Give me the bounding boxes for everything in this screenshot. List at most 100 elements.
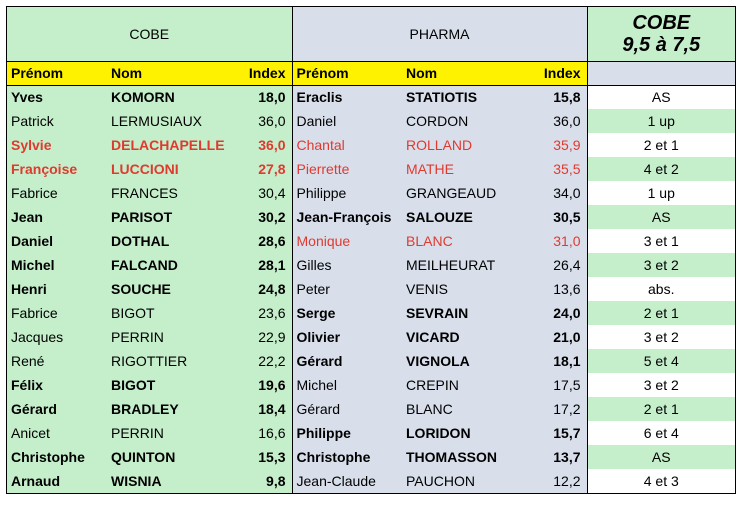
result-cell: 5 et 4 (587, 349, 735, 373)
pharma-prenom: Christophe (292, 445, 402, 469)
cobe-index: 28,6 (237, 229, 292, 253)
subhdr-pharma-prenom: Prénom (292, 61, 402, 85)
result-cell: 4 et 2 (587, 157, 735, 181)
pharma-index: 18,1 (532, 349, 587, 373)
cobe-nom: FRANCES (107, 181, 237, 205)
result-cell: 3 et 2 (587, 253, 735, 277)
cobe-nom: FALCAND (107, 253, 237, 277)
cobe-index: 36,0 (237, 109, 292, 133)
table-row: FélixBIGOT19,6MichelCREPIN17,53 et 2 (7, 373, 735, 397)
header-pharma: PHARMA (292, 7, 587, 61)
pharma-index: 12,2 (532, 469, 587, 493)
pharma-index: 15,8 (532, 85, 587, 109)
pharma-prenom: Jean-François (292, 205, 402, 229)
pharma-nom: THOMASSON (402, 445, 532, 469)
cobe-prenom: Michel (7, 253, 107, 277)
table-row: ArnaudWISNIA9,8Jean-ClaudePAUCHON12,24 e… (7, 469, 735, 493)
cobe-prenom: Jean (7, 205, 107, 229)
pharma-nom: CORDON (402, 109, 532, 133)
cobe-prenom: Fabrice (7, 181, 107, 205)
results-table: COBE PHARMA COBE 9,5 à 7,5 Prénom Nom In… (7, 7, 735, 493)
cobe-nom: PERRIN (107, 421, 237, 445)
pharma-prenom: Philippe (292, 421, 402, 445)
pharma-index: 13,7 (532, 445, 587, 469)
pharma-nom: ROLLAND (402, 133, 532, 157)
pharma-index: 30,5 (532, 205, 587, 229)
result-cell: 3 et 2 (587, 373, 735, 397)
table-row: RenéRIGOTTIER22,2GérardVIGNOLA18,15 et 4 (7, 349, 735, 373)
pharma-prenom: Michel (292, 373, 402, 397)
cobe-nom: BIGOT (107, 373, 237, 397)
pharma-index: 36,0 (532, 109, 587, 133)
pharma-nom: PAUCHON (402, 469, 532, 493)
cobe-prenom: Arnaud (7, 469, 107, 493)
subhdr-cobe-index: Index (237, 61, 292, 85)
subhdr-cobe-nom: Nom (107, 61, 237, 85)
pharma-nom: VICARD (402, 325, 532, 349)
header-score: COBE 9,5 à 7,5 (587, 7, 735, 61)
pharma-nom: GRANGEAUD (402, 181, 532, 205)
result-cell: 2 et 1 (587, 397, 735, 421)
cobe-prenom: Gérard (7, 397, 107, 421)
table-row: PatrickLERMUSIAUX36,0DanielCORDON36,01 u… (7, 109, 735, 133)
subhdr-result-empty (587, 61, 735, 85)
pharma-index: 26,4 (532, 253, 587, 277)
result-cell: 3 et 1 (587, 229, 735, 253)
cobe-nom: PERRIN (107, 325, 237, 349)
cobe-nom: BRADLEY (107, 397, 237, 421)
cobe-prenom: Daniel (7, 229, 107, 253)
cobe-prenom: Félix (7, 373, 107, 397)
result-cell: 2 et 1 (587, 133, 735, 157)
table-row: SylvieDELACHAPELLE36,0ChantalROLLAND35,9… (7, 133, 735, 157)
result-cell: abs. (587, 277, 735, 301)
table-row: DanielDOTHAL28,6MoniqueBLANC31,03 et 1 (7, 229, 735, 253)
table-row: MichelFALCAND28,1GillesMEILHEURAT26,43 e… (7, 253, 735, 277)
subhdr-pharma-index: Index (532, 61, 587, 85)
cobe-index: 22,2 (237, 349, 292, 373)
header-row: COBE PHARMA COBE 9,5 à 7,5 (7, 7, 735, 61)
match-table: COBE PHARMA COBE 9,5 à 7,5 Prénom Nom In… (6, 6, 736, 494)
pharma-nom: BLANC (402, 229, 532, 253)
pharma-index: 35,9 (532, 133, 587, 157)
pharma-prenom: Philippe (292, 181, 402, 205)
cobe-prenom: Henri (7, 277, 107, 301)
header-cobe: COBE (7, 7, 292, 61)
table-row: JacquesPERRIN22,9OlivierVICARD21,03 et 2 (7, 325, 735, 349)
cobe-nom: BIGOT (107, 301, 237, 325)
subhdr-pharma-nom: Nom (402, 61, 532, 85)
cobe-index: 24,8 (237, 277, 292, 301)
cobe-prenom: Anicet (7, 421, 107, 445)
cobe-index: 30,4 (237, 181, 292, 205)
cobe-prenom: René (7, 349, 107, 373)
cobe-prenom: Françoise (7, 157, 107, 181)
pharma-nom: VENIS (402, 277, 532, 301)
table-row: GérardBRADLEY18,4GérardBLANC17,22 et 1 (7, 397, 735, 421)
cobe-nom: WISNIA (107, 469, 237, 493)
cobe-nom: QUINTON (107, 445, 237, 469)
pharma-nom: LORIDON (402, 421, 532, 445)
cobe-nom: SOUCHE (107, 277, 237, 301)
pharma-prenom: Monique (292, 229, 402, 253)
result-cell: AS (587, 205, 735, 229)
table-row: AnicetPERRIN16,6PhilippeLORIDON15,76 et … (7, 421, 735, 445)
pharma-index: 15,7 (532, 421, 587, 445)
pharma-prenom: Gérard (292, 397, 402, 421)
score-bot: 9,5 à 7,5 (592, 34, 732, 56)
pharma-index: 17,2 (532, 397, 587, 421)
pharma-index: 21,0 (532, 325, 587, 349)
table-row: FrançoiseLUCCIONI27,8PierretteMATHE35,54… (7, 157, 735, 181)
pharma-index: 13,6 (532, 277, 587, 301)
pharma-prenom: Chantal (292, 133, 402, 157)
cobe-index: 22,9 (237, 325, 292, 349)
cobe-index: 30,2 (237, 205, 292, 229)
pharma-prenom: Eraclis (292, 85, 402, 109)
cobe-prenom: Fabrice (7, 301, 107, 325)
cobe-prenom: Patrick (7, 109, 107, 133)
cobe-prenom: Yves (7, 85, 107, 109)
cobe-index: 27,8 (237, 157, 292, 181)
cobe-nom: LERMUSIAUX (107, 109, 237, 133)
pharma-prenom: Peter (292, 277, 402, 301)
cobe-index: 18,0 (237, 85, 292, 109)
pharma-nom: CREPIN (402, 373, 532, 397)
subheader-row: Prénom Nom Index Prénom Nom Index (7, 61, 735, 85)
